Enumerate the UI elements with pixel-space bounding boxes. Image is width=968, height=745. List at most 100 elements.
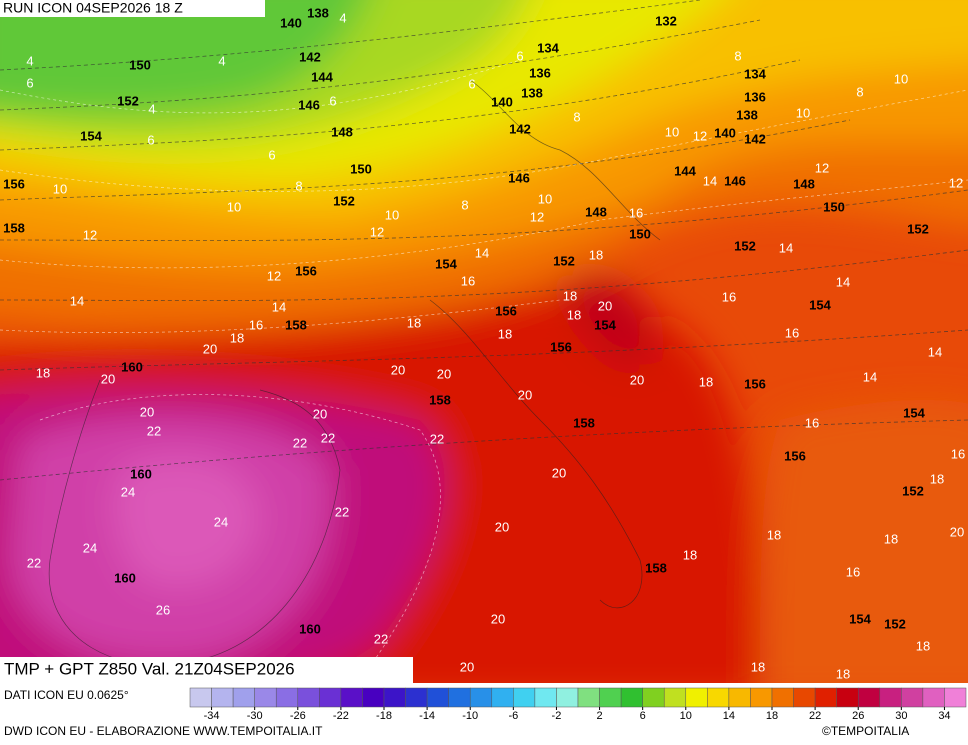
colorbar-tick-label: -30 xyxy=(247,710,263,722)
geopotential-label: 144 xyxy=(311,69,333,84)
geopotential-label: 150 xyxy=(629,226,651,241)
colorbar-swatch xyxy=(685,687,708,708)
colorbar-tick-label: 2 xyxy=(596,710,602,722)
geopotential-label: 158 xyxy=(285,317,307,332)
geopotential-label: 144 xyxy=(674,163,696,178)
temperature-label: 16 xyxy=(629,205,643,220)
temperature-label: 6 xyxy=(26,75,33,90)
temperature-label: 20 xyxy=(313,406,327,421)
colorbar-swatch xyxy=(189,687,212,708)
temperature-label: 4 xyxy=(218,53,225,68)
temperature-label: 8 xyxy=(295,178,302,193)
colorbar-swatch xyxy=(534,687,557,708)
colorbar-swatch xyxy=(383,687,406,708)
temperature-label: 26 xyxy=(156,602,170,617)
temperature-label: 12 xyxy=(530,209,544,224)
geopotential-label: 156 xyxy=(550,339,572,354)
colorbar: -34 -30 -26 -22 -18 -14 -10 -6 -2 2 6 10 14 18 22 26 30 3… xyxy=(189,687,967,722)
colorbar-swatch xyxy=(663,687,687,708)
temperature-label: 20 xyxy=(518,387,532,402)
temperature-label: 18 xyxy=(683,547,697,562)
temperature-label: 10 xyxy=(385,207,399,222)
temperature-label: 18 xyxy=(407,315,421,330)
colorbar-tick-label: 18 xyxy=(766,710,778,722)
geopotential-label: 136 xyxy=(744,89,766,104)
colorbar-tick-label: -2 xyxy=(552,710,562,722)
map-title: TMP + GPT Z850 Val. 21Z04SEP2026 xyxy=(4,659,295,678)
colorbar-tick-label: -34 xyxy=(204,710,220,722)
temperature-label: 12 xyxy=(83,227,97,242)
colorbar-swatch xyxy=(944,687,967,708)
temperature-label: 20 xyxy=(950,524,964,539)
colorbar-swatch xyxy=(814,687,837,708)
temperature-label: 6 xyxy=(147,132,154,147)
temperature-label: 14 xyxy=(863,369,877,384)
temperature-label: 14 xyxy=(272,299,286,314)
temperature-label: 18 xyxy=(767,527,781,542)
temperature-label: 12 xyxy=(693,128,707,143)
temperature-label: 20 xyxy=(101,371,115,386)
colorbar-tick-label: 6 xyxy=(640,710,646,722)
colorbar-tick-label: -6 xyxy=(508,710,518,722)
geopotential-label: 158 xyxy=(3,220,25,235)
geopotential-label: 150 xyxy=(823,199,845,214)
geopotential-label: 138 xyxy=(521,85,543,100)
geopotential-label: 150 xyxy=(129,57,151,72)
temperature-label: 14 xyxy=(703,173,717,188)
credit-label: DWD ICON EU - ELABORAZIONE WWW.TEMPOITAL… xyxy=(4,724,323,738)
geopotential-label: 132 xyxy=(655,13,677,28)
colorbar-swatch xyxy=(211,687,234,708)
colorbar-swatch xyxy=(405,687,428,708)
source-label: DATI ICON EU 0.0625° xyxy=(4,688,129,702)
geopotential-label: 156 xyxy=(495,303,517,318)
geopotential-label: 152 xyxy=(333,193,355,208)
temperature-label: 16 xyxy=(722,289,736,304)
temperature-label: 6 xyxy=(516,48,523,63)
geopotential-label: 158 xyxy=(645,560,667,575)
colorbar-swatch xyxy=(232,687,255,708)
temperature-label: 20 xyxy=(495,519,509,534)
temperature-label: 16 xyxy=(785,325,799,340)
colorbar-swatch xyxy=(254,687,277,708)
colorbar-swatch xyxy=(319,687,342,708)
geopotential-label: 158 xyxy=(573,415,595,430)
geopotential-label: 156 xyxy=(295,263,317,278)
colorbar-swatch xyxy=(599,687,622,708)
temperature-label: 16 xyxy=(461,273,475,288)
colorbar-swatch xyxy=(340,687,363,708)
colorbar-swatch xyxy=(793,687,816,708)
geopotential-label: 140 xyxy=(714,125,736,140)
temperature-label: 14 xyxy=(70,293,84,308)
temperature-label: 6 xyxy=(268,147,275,162)
geopotential-label: 134 xyxy=(537,40,559,55)
temperature-label: 22 xyxy=(293,435,307,450)
geopotential-label: 156 xyxy=(744,376,766,391)
geopotential-label: 148 xyxy=(585,204,607,219)
isotherms xyxy=(0,59,968,681)
geopotential-label: 138 xyxy=(307,5,329,20)
temperature-label: 20 xyxy=(203,341,217,356)
geopotential-label: 146 xyxy=(508,170,530,185)
geopotential-label: 146 xyxy=(724,173,746,188)
temperature-label: 20 xyxy=(630,372,644,387)
temperature-label: 24 xyxy=(121,484,135,499)
colorbar-tick-label: 34 xyxy=(938,710,950,722)
colorbar-swatch xyxy=(857,687,881,708)
colorbar-swatch xyxy=(728,687,751,708)
temperature-label: 10 xyxy=(53,181,67,196)
colorbar-swatch xyxy=(448,687,471,708)
geopotential-label: 142 xyxy=(509,121,531,136)
temperature-label: 6 xyxy=(329,93,336,108)
colorbar-tick-label: -18 xyxy=(376,710,392,722)
colorbar-swatch xyxy=(556,687,579,708)
geopotential-label: 154 xyxy=(849,611,871,626)
temperature-label: 8 xyxy=(734,48,741,63)
temperature-label: 8 xyxy=(856,84,863,99)
temperature-label: 24 xyxy=(83,540,97,555)
temperature-label: 4 xyxy=(26,53,33,68)
temperature-label: 8 xyxy=(461,197,468,212)
temperature-label: 18 xyxy=(836,666,850,681)
temperature-label: 16 xyxy=(805,415,819,430)
colorbar-swatch xyxy=(426,687,449,708)
